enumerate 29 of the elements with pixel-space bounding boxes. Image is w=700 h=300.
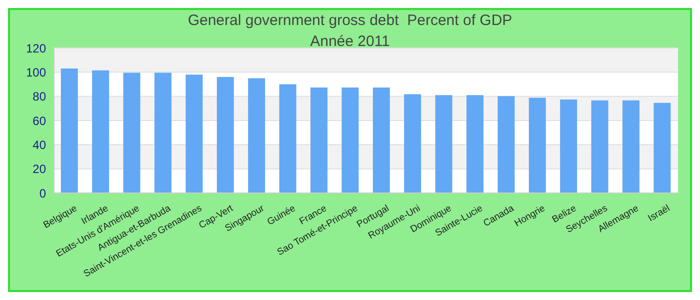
bar	[404, 94, 422, 193]
bar	[310, 88, 328, 193]
y-tick-label: 20	[32, 162, 46, 176]
bar	[92, 70, 110, 193]
y-tick-label: 80	[32, 90, 46, 104]
y-tick-label: 40	[32, 138, 46, 152]
bar	[279, 84, 296, 193]
y-tick-label: 60	[32, 114, 46, 128]
bar	[466, 95, 484, 193]
bar	[123, 72, 140, 193]
bar	[560, 99, 578, 193]
bar	[654, 102, 671, 193]
bar	[216, 77, 234, 193]
chart-title: General government gross debt Percent of GDP	[186, 12, 514, 29]
bar	[372, 88, 390, 193]
y-tick-label: 100	[26, 65, 46, 80]
bar	[342, 88, 359, 193]
bar	[591, 100, 608, 193]
bar	[528, 98, 546, 193]
y-tick-label: 120	[26, 41, 46, 56]
bar	[248, 78, 266, 193]
bar	[60, 68, 78, 193]
bar	[154, 72, 172, 193]
chart-subtitle: Année 2011	[310, 33, 390, 50]
bar	[186, 74, 203, 193]
y-tick-label: 0	[39, 186, 46, 200]
bar	[498, 96, 515, 193]
bar	[435, 95, 452, 193]
bar	[622, 100, 640, 193]
